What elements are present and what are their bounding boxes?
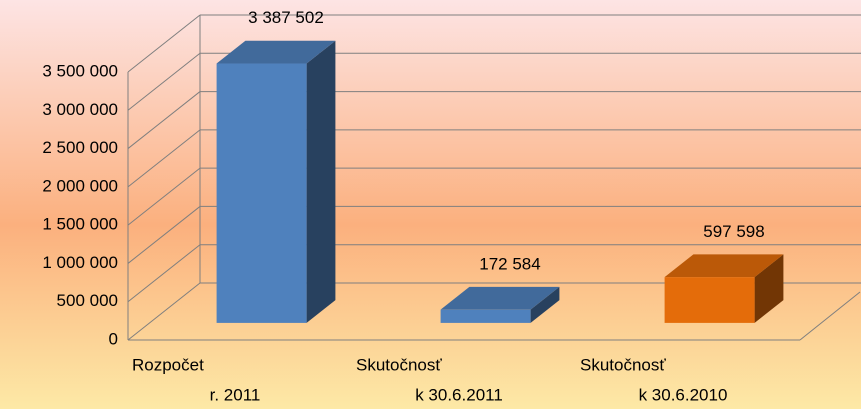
bar-side: [306, 40, 336, 323]
data-label: 597 598: [703, 222, 764, 241]
y-tick-label: 2 500 000: [42, 138, 118, 157]
y-tick-label: 0: [109, 329, 118, 348]
x-tick-label: k 30.6.2010: [639, 385, 728, 404]
y-tick-label: 1 500 000: [42, 215, 118, 234]
bar-top: [664, 254, 784, 278]
data-label: 3 387 502: [248, 8, 324, 27]
grid-line: [127, 206, 201, 264]
data-label: 172 584: [479, 254, 540, 273]
bar-top: [216, 40, 336, 64]
bar: [216, 63, 307, 323]
grid-line: [127, 91, 201, 149]
x-tick-label: r. 2011: [210, 385, 261, 404]
bar-side: [754, 254, 784, 323]
y-tick-label: 3 000 000: [42, 100, 118, 119]
grid-line: [127, 129, 201, 188]
grid-line: [127, 14, 201, 73]
grid-line: [127, 282, 201, 341]
y-tick-label: 2 000 000: [42, 176, 118, 195]
x-tick-label: Skutočnosť: [580, 355, 666, 374]
y-tick-label: 1 000 000: [42, 253, 118, 272]
bar-top: [440, 286, 560, 310]
bar-side: [530, 286, 560, 323]
x-tick-label: k 30.6.2011: [415, 385, 503, 404]
floor-edge: [799, 291, 861, 341]
grid-line: [127, 52, 201, 111]
x-tick-label: Rozpočet: [132, 355, 204, 374]
bar: [440, 309, 531, 323]
grid-line: [127, 244, 201, 303]
grid-line: [127, 167, 201, 226]
x-tick-label: Skutočnosť: [356, 355, 442, 374]
y-tick-label: 3 500 000: [42, 61, 118, 80]
y-tick-label: 500 000: [57, 291, 118, 310]
bar: [664, 277, 755, 323]
